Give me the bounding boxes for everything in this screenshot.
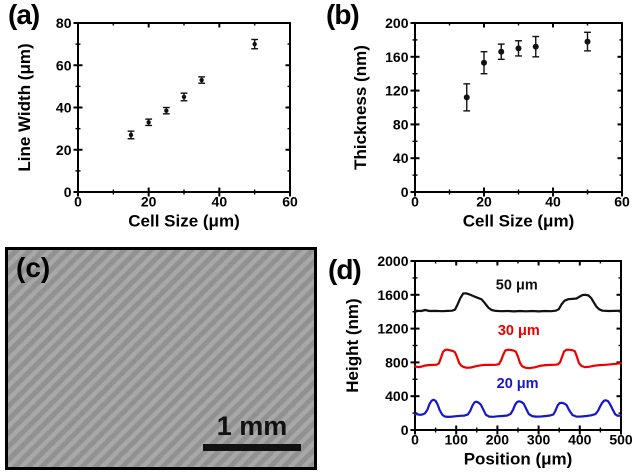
svg-text:0: 0 (411, 194, 419, 210)
svg-text:2000: 2000 (377, 253, 408, 269)
svg-text:80: 80 (393, 116, 409, 132)
svg-text:0: 0 (401, 422, 409, 438)
svg-text:120: 120 (385, 83, 409, 99)
chart-line-width-vs-cell-size: 0 20 40 60 0 20 40 60 80 Cell Size (μm) Line Width… (15, 15, 298, 231)
panel-label-a: (a) (8, 0, 40, 30)
svg-text:20: 20 (476, 194, 492, 210)
panel-label-c: (c) (16, 252, 51, 283)
svg-text:200: 200 (486, 432, 510, 448)
svg-text:1200: 1200 (377, 321, 408, 337)
svg-text:60: 60 (614, 194, 630, 210)
sem-image: (c) 1 mm (5, 247, 317, 470)
chart-thickness-vs-cell-size: 0 20 40 60 0 40 80 120 160 200 Cell Size (μm) Thick… (351, 15, 630, 231)
scale-bar: 1 mm (196, 411, 308, 451)
svg-text:60: 60 (282, 194, 298, 210)
scale-bar-text: 1 mm (216, 411, 288, 441)
panel-label-d: (d) (328, 254, 362, 285)
svg-text:0: 0 (64, 184, 72, 200)
svg-text:40: 40 (545, 194, 561, 210)
svg-text:300: 300 (527, 432, 551, 448)
scale-bar-line (203, 443, 301, 451)
panel-label-b: (b) (326, 0, 360, 30)
svg-text:0: 0 (411, 432, 419, 448)
svg-text:20 μm: 20 μm (497, 376, 539, 392)
svg-text:40: 40 (212, 194, 228, 210)
svg-text:80: 80 (56, 15, 72, 31)
svg-text:0: 0 (401, 184, 409, 200)
svg-text:0: 0 (74, 194, 82, 210)
svg-text:800: 800 (385, 354, 409, 370)
svg-text:Cell Size (μm): Cell Size (μm) (463, 212, 574, 231)
svg-text:1600: 1600 (377, 287, 408, 303)
svg-text:400: 400 (568, 432, 592, 448)
svg-text:Position (μm): Position (μm) (464, 450, 573, 469)
svg-text:400: 400 (385, 388, 409, 404)
svg-text:20: 20 (56, 142, 72, 158)
svg-text:30 μm: 30 μm (498, 323, 540, 339)
svg-text:60: 60 (56, 57, 72, 73)
svg-text:20: 20 (141, 194, 157, 210)
svg-text:160: 160 (385, 49, 409, 65)
chart-height-vs-position: 0 100 200 300 400 500 0 400 800 1200 1600 2000 Posit… (343, 253, 633, 469)
svg-text:Line Width (μm): Line Width (μm) (15, 43, 34, 171)
svg-text:Height (nm): Height (nm) (343, 298, 362, 392)
svg-text:100: 100 (445, 432, 469, 448)
svg-text:Thickness (nm): Thickness (nm) (351, 45, 370, 170)
sem-noise-texture (8, 250, 314, 467)
svg-text:500: 500 (609, 432, 633, 448)
svg-text:40: 40 (56, 100, 72, 116)
svg-text:50 μm: 50 μm (496, 278, 538, 294)
svg-text:200: 200 (385, 15, 409, 31)
svg-text:Cell Size (μm): Cell Size (μm) (128, 212, 239, 231)
svg-text:40: 40 (393, 150, 409, 166)
